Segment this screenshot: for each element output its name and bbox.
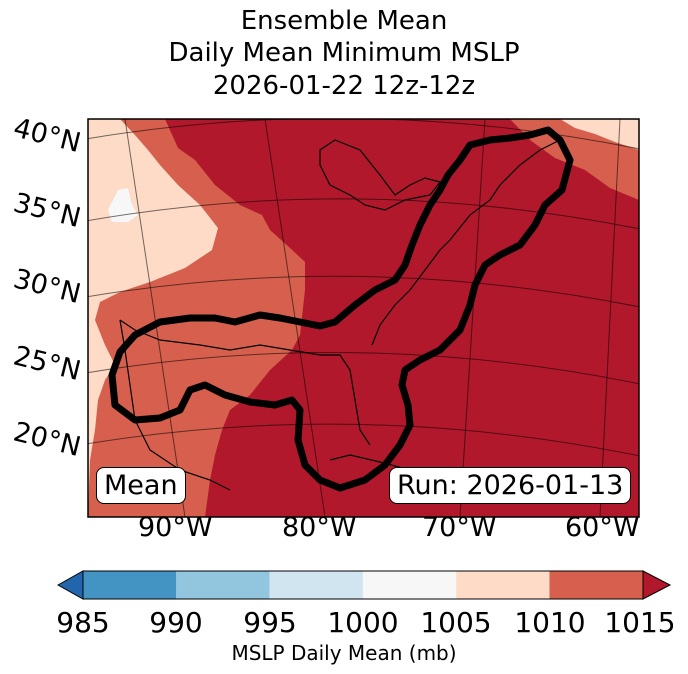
colorbar-label: MSLP Daily Mean (mb) [231,641,457,665]
colorbar-swatch-985-990 [83,571,177,599]
parallel-40n [88,119,639,150]
colorbar-frame [82,570,644,600]
lon-label-90w: 90°W [138,512,213,543]
parallel-35n [88,198,639,230]
colorbar-swatch-1005-1010 [456,571,550,599]
field-1010-1015-ne [510,119,639,200]
graticule [88,119,639,517]
colorbar-swatch-990-995 [176,571,270,599]
colorbar-tick-985: 985 [56,606,110,639]
meridian-90w [124,119,186,517]
title-line-2: Daily Mean Minimum MSLP [168,38,520,68]
colorbar-swatch-under [56,570,84,600]
contour-1015 [108,126,574,492]
lon-label-60w: 60°W [565,512,640,543]
colorbar-swatch-1010-1015 [549,571,643,599]
map-area [88,119,639,517]
meridian-70w [459,119,486,517]
great-lakes [319,139,442,211]
colorbar-tick-1000: 1000 [327,606,399,639]
mean-label-box: Mean [96,467,186,504]
colorbar-tick-990: 990 [149,606,203,639]
parallel-25n [88,351,639,385]
title-line-3: 2026-01-22 12z-12z [212,71,476,101]
colorbar-tick-1010: 1010 [514,606,586,639]
parallel-30n [88,275,639,308]
lon-label-70w: 70°W [422,512,497,543]
meridian-60w [599,119,621,517]
east-coast [371,139,561,346]
colorbar-tick-1005: 1005 [420,606,492,639]
colorbar-swatch-995-1000 [269,571,363,599]
colorbar-tick-995: 995 [243,606,297,639]
colorbar-tick-1015: 1015 [604,606,676,639]
mexico-coast [119,319,231,491]
parallel-20n [88,423,639,457]
colorbar-swatch-over [642,570,672,600]
map-frame [87,118,640,518]
run-label-box: Run: 2026-01-13 [389,467,632,504]
lon-label-80w: 80°W [282,512,357,543]
gulf-coast [119,319,371,446]
title-line-1: Ensemble Mean [240,6,448,36]
colorbar-swatch-1000-1005 [362,571,457,599]
colorbar [56,570,672,600]
